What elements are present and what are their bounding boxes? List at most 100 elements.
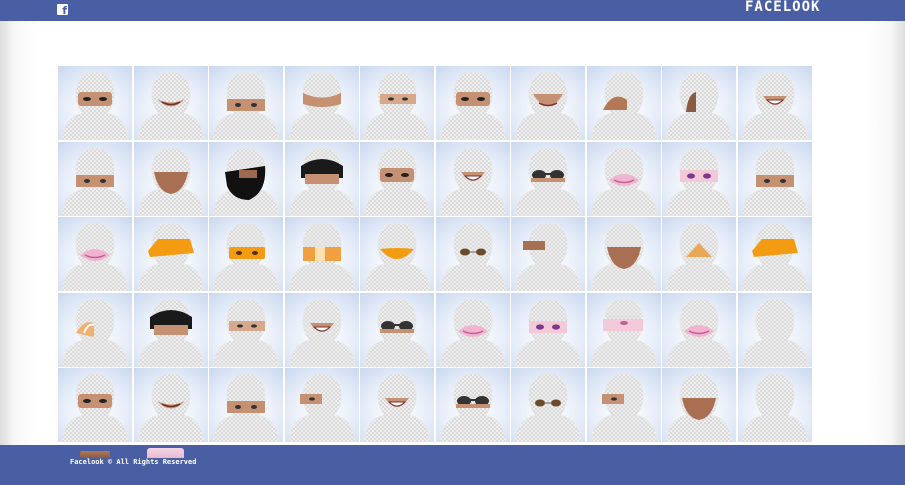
face-silhouette: [514, 222, 582, 291]
face-feature: [76, 321, 95, 337]
face-tile[interactable]: [737, 66, 812, 140]
face-tile[interactable]: [58, 141, 132, 216]
face-tile[interactable]: [662, 217, 736, 291]
face-tile[interactable]: [133, 141, 208, 216]
face-tile[interactable]: [586, 292, 661, 367]
face-silhouette: [287, 222, 356, 291]
face-silhouette: [514, 373, 582, 442]
face-feature: [459, 248, 486, 256]
face-silhouette: [438, 146, 507, 216]
face-tile[interactable]: [133, 292, 208, 367]
face-tile[interactable]: [435, 292, 510, 367]
face-tile[interactable]: [209, 217, 283, 291]
face-tile[interactable]: [662, 368, 736, 442]
face-silhouette: [212, 222, 280, 291]
face-tile[interactable]: [435, 66, 510, 140]
face-silhouette: [61, 297, 129, 367]
face-silhouette: [665, 297, 733, 367]
face-tile[interactable]: [511, 292, 585, 367]
face-feature: [227, 401, 265, 413]
face-silhouette: [438, 222, 507, 291]
face-tile[interactable]: [662, 292, 736, 367]
face-tile[interactable]: [209, 368, 283, 442]
face-tile[interactable]: [737, 141, 812, 216]
face-tile[interactable]: [586, 141, 661, 216]
face-feature: [606, 247, 641, 269]
face-silhouette: [740, 71, 809, 140]
face-feature: [227, 99, 265, 111]
face-tile[interactable]: [284, 292, 359, 367]
face-tile[interactable]: [586, 217, 661, 291]
face-tile[interactable]: [360, 141, 434, 216]
brand-title: FACELOOK: [745, 0, 821, 15]
face-tile[interactable]: [58, 66, 132, 140]
face-silhouette: [136, 373, 205, 442]
face-tile[interactable]: [133, 368, 208, 442]
face-feature: [460, 171, 485, 181]
facebook-icon[interactable]: f: [57, 4, 68, 16]
face-silhouette: [61, 222, 129, 291]
face-tile[interactable]: [435, 217, 510, 291]
face-feature: [608, 173, 639, 186]
face-tile[interactable]: [511, 141, 585, 216]
face-tile[interactable]: [737, 368, 812, 442]
face-feature: [147, 239, 194, 257]
face-tile[interactable]: [511, 217, 585, 291]
footer-preview-skin: [80, 451, 110, 458]
face-silhouette: [61, 373, 129, 442]
face-silhouette: [514, 71, 582, 140]
face-tile[interactable]: [58, 217, 132, 291]
face-feature: [751, 239, 798, 257]
face-feature: [602, 318, 643, 331]
face-tile[interactable]: [737, 217, 812, 291]
face-tile[interactable]: [586, 66, 661, 140]
face-tile[interactable]: [209, 292, 283, 367]
face-tile[interactable]: [511, 66, 585, 140]
face-tile[interactable]: [284, 217, 359, 291]
face-tile[interactable]: [586, 368, 661, 442]
face-tile[interactable]: [284, 368, 359, 442]
face-tile[interactable]: [360, 292, 434, 367]
face-silhouette: [665, 71, 733, 140]
face-silhouette: [212, 71, 280, 140]
face-tile[interactable]: [435, 141, 510, 216]
face-silhouette: [136, 222, 205, 291]
face-feature: [385, 398, 409, 407]
face-feature: [156, 401, 185, 409]
face-feature: [686, 243, 712, 257]
face-feature: [601, 394, 624, 404]
face-feature: [602, 96, 627, 110]
face-silhouette: [589, 222, 658, 291]
face-tile[interactable]: [737, 292, 812, 367]
face-feature: [680, 169, 718, 182]
face-silhouette: [665, 146, 733, 216]
face-tile[interactable]: [662, 141, 736, 216]
face-tile[interactable]: [58, 292, 132, 367]
face-tile[interactable]: [662, 66, 736, 140]
face-tile[interactable]: [209, 141, 283, 216]
face-silhouette: [61, 146, 129, 216]
main-stage: [0, 21, 905, 445]
face-silhouette: [363, 146, 431, 216]
face-feature: [76, 174, 114, 187]
face-tile[interactable]: [209, 66, 283, 140]
face-tile[interactable]: [133, 66, 208, 140]
face-feature: [686, 92, 696, 112]
face-silhouette: [438, 71, 507, 140]
face-tile[interactable]: [360, 368, 434, 442]
face-tile[interactable]: [58, 368, 132, 442]
face-tile[interactable]: [284, 141, 359, 216]
face-tile[interactable]: [360, 66, 434, 140]
face-tile[interactable]: [360, 217, 434, 291]
face-tile[interactable]: [133, 217, 208, 291]
face-feature: [302, 247, 341, 261]
face-silhouette: [589, 297, 658, 367]
face-silhouette: [212, 146, 280, 216]
face-silhouette: [287, 373, 356, 442]
face-silhouette: [212, 373, 280, 442]
footer-bar: Facelook © All Rights Reserved: [0, 445, 905, 485]
face-tile[interactable]: [435, 368, 510, 442]
face-tile[interactable]: [511, 368, 585, 442]
face-tile[interactable]: [284, 66, 359, 140]
face-silhouette: [665, 373, 733, 442]
